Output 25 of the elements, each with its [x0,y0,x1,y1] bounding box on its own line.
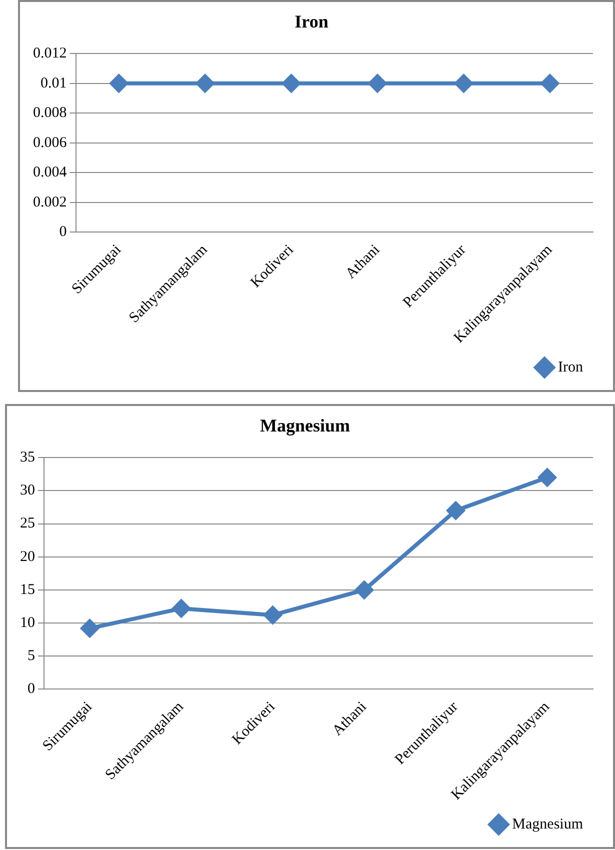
y-tick-label: 0.002 [33,194,67,210]
legend-label: Magnesium [512,816,584,832]
y-tick-label: 0.012 [33,46,67,62]
legend-label: Iron [558,359,584,376]
chart-title: Magnesium [260,415,350,436]
y-tick-label: 30 [20,482,35,499]
y-tick-label: 0.004 [33,164,68,181]
point [538,468,556,486]
y-tick-label: 0 [28,681,35,698]
point [80,619,99,638]
point [355,580,374,599]
y-tick-label: 0 [59,224,67,240]
y-tick-label: 0.008 [33,105,67,122]
y-tick-label: 15 [20,582,35,598]
y-tick-label: 5 [28,648,35,664]
y-tick-label: 20 [20,548,35,565]
y-tick-label: 0.006 [33,134,68,151]
point [172,599,190,618]
y-tick-label: 25 [20,516,35,532]
chart-title: Iron [294,11,328,32]
y-tick-label: 0.01 [40,75,67,92]
y-tick-label: 35 [20,450,35,466]
y-tick-label: 10 [20,614,35,631]
point [264,606,282,624]
point [446,502,465,520]
